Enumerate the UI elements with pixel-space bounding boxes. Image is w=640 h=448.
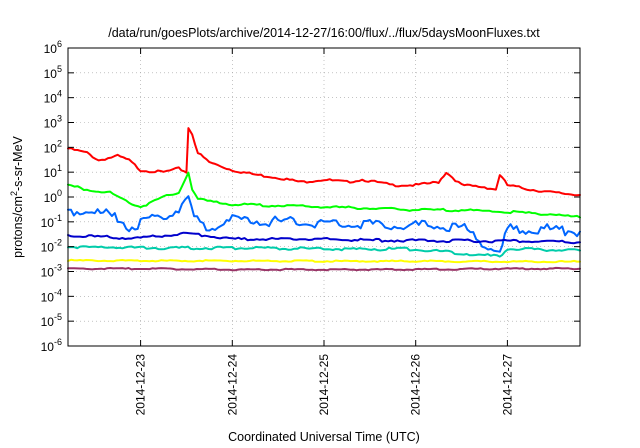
y-tick-label-exponent: 0 (57, 188, 62, 198)
y-axis-label-rest: -s-sr-MeV (11, 135, 25, 191)
y-tick-label: 106 (44, 39, 62, 56)
y-axis-label-base: protons/cm (11, 196, 25, 258)
y-tick-label: 10-5 (41, 312, 62, 329)
y-tick-label-base: 10 (44, 191, 58, 205)
x-tick-label: 2014-12-26 (409, 354, 423, 416)
x-tick-label: 2014-12-27 (500, 354, 514, 416)
series-group (67, 127, 581, 272)
y-tick-label: 105 (44, 64, 62, 81)
y-tick-label: 10-2 (41, 238, 62, 255)
y-tick-label: 10-4 (41, 287, 62, 304)
y-axis-label: protons/cm2-s-sr-MeV (9, 135, 25, 257)
y-tick-label: 101 (44, 163, 62, 180)
y-tick-label-exponent: 3 (57, 114, 62, 124)
series-line (67, 127, 581, 197)
y-axis-label-sup: 2 (9, 191, 19, 196)
y-tick-label-base: 10 (41, 340, 55, 354)
y-tick-label-base: 10 (41, 266, 55, 280)
y-tick-label-exponent: 2 (57, 138, 62, 148)
y-tick-label-exponent: -2 (54, 238, 62, 248)
series-line (67, 231, 581, 245)
x-tick-label: 2014-12-25 (317, 354, 331, 416)
y-tick-label-base: 10 (41, 216, 55, 230)
y-tick-label: 104 (44, 89, 62, 106)
y-tick-label-base: 10 (41, 290, 55, 304)
y-tick-label-exponent: -5 (54, 312, 62, 322)
x-tick-label: 2014-12-23 (134, 354, 148, 416)
axis-ticks (68, 47, 580, 347)
y-tick-label-exponent: -6 (54, 337, 62, 347)
y-tick-label-base: 10 (41, 241, 55, 255)
series-line (67, 171, 581, 219)
chart-title: /data/run/goesPlots/archive/2014-12-27/1… (108, 26, 540, 40)
y-tick-label-exponent: -4 (54, 287, 62, 297)
series-line (67, 245, 581, 258)
y-tick-label: 100 (44, 188, 62, 205)
grid (68, 48, 580, 346)
x-tick-label: 2014-12-24 (225, 354, 239, 416)
y-tick-label-exponent: -1 (54, 213, 62, 223)
y-tick-label-exponent: 4 (57, 89, 62, 99)
y-tick-label-base: 10 (44, 42, 58, 56)
y-tick-label-exponent: -3 (54, 263, 62, 273)
y-tick-label-base: 10 (44, 92, 58, 106)
y-tick-label-base: 10 (44, 67, 58, 81)
y-tick-label: 103 (44, 114, 62, 131)
y-tick-label-exponent: 6 (57, 39, 62, 49)
y-tick-label-exponent: 1 (57, 163, 62, 173)
x-axis-label: Coordinated Universal Time (UTC) (228, 430, 420, 444)
series-line (67, 258, 581, 264)
y-tick-label: 10-3 (41, 263, 62, 280)
y-tick-label: 10-6 (41, 337, 62, 354)
y-tick-label-exponent: 5 (57, 64, 62, 74)
y-tick-label-base: 10 (44, 141, 58, 155)
tick-labels: 10610510410310210110010-110-210-310-410-… (41, 39, 515, 415)
series-line (67, 266, 581, 272)
y-tick-label-base: 10 (44, 166, 58, 180)
y-tick-label-base: 10 (41, 315, 55, 329)
series-line (67, 195, 581, 253)
y-tick-label: 102 (44, 138, 62, 155)
y-tick-label: 10-1 (41, 213, 62, 230)
y-tick-label-base: 10 (44, 117, 58, 131)
